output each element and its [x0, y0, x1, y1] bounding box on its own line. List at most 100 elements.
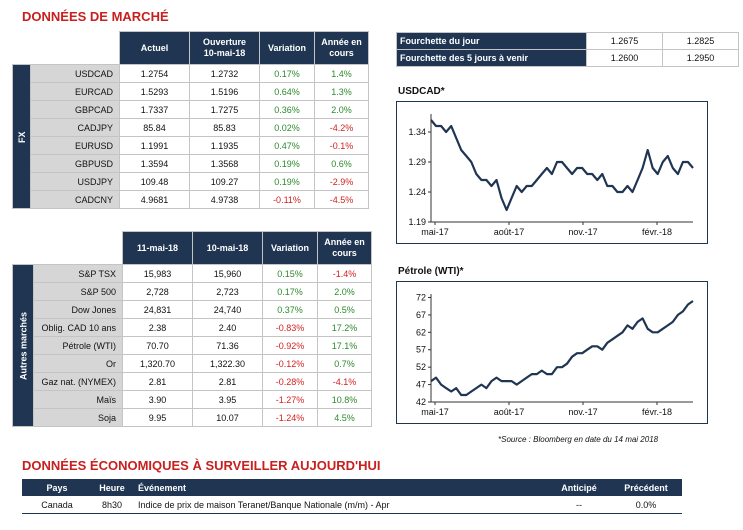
- value-variation: 0.64%: [259, 82, 315, 101]
- value-current: 2,728: [122, 282, 193, 301]
- value-current: 3.90: [122, 390, 193, 409]
- value-previous: 15,960: [192, 264, 263, 283]
- fx-table-container: Actuel Ouverture 10-mai-18 Variation Anné…: [12, 31, 369, 209]
- row-label: EURUSD: [30, 136, 120, 155]
- eco-header-pays: Pays: [22, 479, 92, 496]
- table-row: GBPCAD 1.7337 1.7275 0.36% 2.0%: [13, 100, 369, 119]
- value-previous: 1.7275: [189, 100, 260, 119]
- value-ytd: 1.4%: [314, 64, 369, 83]
- value-previous: 2.40: [192, 318, 263, 337]
- value-previous: 2.81: [192, 372, 263, 391]
- fourchette-table-container: Fourchette du jour 1.2675 1.2825 Fourche…: [396, 32, 739, 67]
- value-ytd: 2.0%: [314, 100, 369, 119]
- row-label: Soja: [33, 408, 123, 427]
- usdcad-y-tick-label: 1.34: [408, 127, 426, 137]
- fourchette-table: Fourchette du jour 1.2675 1.2825 Fourche…: [396, 32, 739, 67]
- fx-header-ouverture: Ouverture 10-mai-18: [189, 31, 260, 65]
- markets-header-date1: 11-mai-18: [122, 231, 193, 265]
- fx-header-actuel: Actuel: [119, 31, 190, 65]
- eco-precedent: 0.0%: [610, 496, 682, 514]
- oil-chart-title: Pétrole (WTI)*: [398, 266, 464, 277]
- value-ytd: 2.0%: [317, 282, 372, 301]
- eco-section-title: DONNÉES ÉCONOMIQUES À SURVEILLER AUJOURD…: [22, 458, 381, 473]
- oil-y-tick-label: 52: [416, 362, 426, 372]
- oil-x-tick-label: nov.-17: [568, 407, 597, 417]
- value-previous: 1.5196: [189, 82, 260, 101]
- value-variation: 0.47%: [259, 136, 315, 155]
- table-row: EURUSD 1.1991 1.1935 0.47% -0.1%: [13, 136, 369, 155]
- value-current: 70.70: [122, 336, 193, 355]
- value-current: 9.95: [122, 408, 193, 427]
- value-variation: -0.83%: [262, 318, 318, 337]
- value-variation: 0.19%: [259, 154, 315, 173]
- markets-header-variation: Variation: [262, 231, 318, 265]
- oil-x-tick-label: févr.-18: [642, 407, 672, 417]
- value-current: 1,320.70: [122, 354, 193, 373]
- row-label: USDJPY: [30, 172, 120, 191]
- value-current: 1.2754: [119, 64, 190, 83]
- table-row: Maïs 3.90 3.95 -1.27% 10.8%: [13, 390, 372, 409]
- row-label: Pétrole (WTI): [33, 336, 123, 355]
- value-variation: 0.15%: [262, 264, 318, 283]
- value-ytd: -1.4%: [317, 264, 372, 283]
- row-label: GBPUSD: [30, 154, 120, 173]
- value-previous: 109.27: [189, 172, 260, 191]
- value-variation: -0.28%: [262, 372, 318, 391]
- eco-header-precedent: Précédent: [610, 479, 682, 496]
- table-row: S&P 500 2,728 2,723 0.17% 2.0%: [13, 282, 372, 301]
- eco-table: Pays Heure Événement Anticipé Précédent …: [22, 479, 682, 514]
- eco-anticipe: --: [548, 496, 610, 514]
- fourchette-low: 1.2600: [586, 49, 663, 67]
- oil-y-tick-label: 67: [416, 310, 426, 320]
- value-previous: 85.83: [189, 118, 260, 137]
- value-current: 1.3594: [119, 154, 190, 173]
- value-previous: 1.1935: [189, 136, 260, 155]
- fourchette-label: Fourchette des 5 jours à venir: [396, 49, 587, 67]
- eco-evenement: Indice de prix de maison Teranet/Banque …: [132, 496, 548, 514]
- value-previous: 1,322.30: [192, 354, 263, 373]
- usdcad-x-tick-label: févr.-18: [642, 227, 672, 237]
- row-label: Maïs: [33, 390, 123, 409]
- value-current: 1.5293: [119, 82, 190, 101]
- fourchette-high: 1.2825: [662, 32, 739, 50]
- fourchette-low: 1.2675: [586, 32, 663, 50]
- value-ytd: 0.6%: [314, 154, 369, 173]
- fourchette-row: Fourchette du jour 1.2675 1.2825: [396, 32, 739, 50]
- fx-table: Actuel Ouverture 10-mai-18 Variation Anné…: [12, 31, 369, 209]
- table-row: Gaz nat. (NYMEX) 2.81 2.81 -0.28% -4.1%: [13, 372, 372, 391]
- value-current: 1.1991: [119, 136, 190, 155]
- row-label: CADJPY: [30, 118, 120, 137]
- markets-side-label: Autres marchés: [12, 264, 34, 427]
- fx-header-variation: Variation: [259, 31, 315, 65]
- value-current: 24,831: [122, 300, 193, 319]
- page-title: DONNÉES DE MARCHÉ: [22, 9, 169, 24]
- usdcad-chart: 1.19 1.24 1.29 1.34 mai-17 août-17 nov.-17 févr…: [408, 114, 694, 237]
- value-ytd: 17.1%: [317, 336, 372, 355]
- row-label: Dow Jones: [33, 300, 123, 319]
- oil-x-tick-label: mai-17: [421, 407, 449, 417]
- usdcad-series-line: [430, 119, 694, 212]
- markets-table: 11-mai-18 10-mai-18 Variation Année en co…: [12, 231, 372, 427]
- eco-header-anticipe: Anticipé: [548, 479, 610, 496]
- value-variation: 0.19%: [259, 172, 315, 191]
- value-current: 85.84: [119, 118, 190, 137]
- value-previous: 10.07: [192, 408, 263, 427]
- source-note: *Source : Bloomberg en date du 14 mai 20…: [498, 435, 659, 444]
- fourchette-label: Fourchette du jour: [396, 32, 587, 50]
- row-label: CADCNY: [30, 190, 120, 209]
- usdcad-y-tick-label: 1.19: [408, 217, 426, 227]
- value-variation: -0.92%: [262, 336, 318, 355]
- value-variation: -0.12%: [262, 354, 318, 373]
- value-ytd: -4.2%: [314, 118, 369, 137]
- value-previous: 71.36: [192, 336, 263, 355]
- oil-y-tick-label: 62: [416, 327, 426, 337]
- oil-chart: 42 47 52 57 62 67 72 mai-17 août-17 nov.-17 févr.-…: [416, 292, 694, 417]
- value-ytd: 17.2%: [317, 318, 372, 337]
- usdcad-x-tick-label: nov.-17: [568, 227, 597, 237]
- usdcad-y-tick-label: 1.29: [408, 157, 426, 167]
- value-previous: 1.2732: [189, 64, 260, 83]
- row-label: S&P TSX: [33, 264, 123, 283]
- table-row: Oblig. CAD 10 ans 2.38 2.40 -0.83% 17.2%: [13, 318, 372, 337]
- value-ytd: 0.5%: [317, 300, 372, 319]
- table-row: CADJPY 85.84 85.83 0.02% -4.2%: [13, 118, 369, 137]
